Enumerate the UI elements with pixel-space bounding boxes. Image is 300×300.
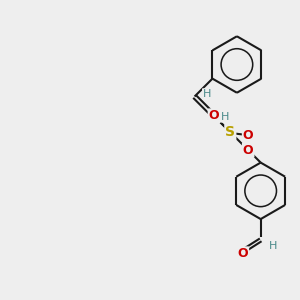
Text: H: H (269, 241, 278, 251)
Text: O: O (243, 144, 254, 157)
Text: H: H (221, 112, 229, 122)
Text: O: O (209, 110, 219, 122)
Text: H: H (203, 89, 211, 99)
Text: O: O (243, 129, 254, 142)
Text: S: S (225, 125, 235, 139)
Text: O: O (238, 247, 248, 260)
